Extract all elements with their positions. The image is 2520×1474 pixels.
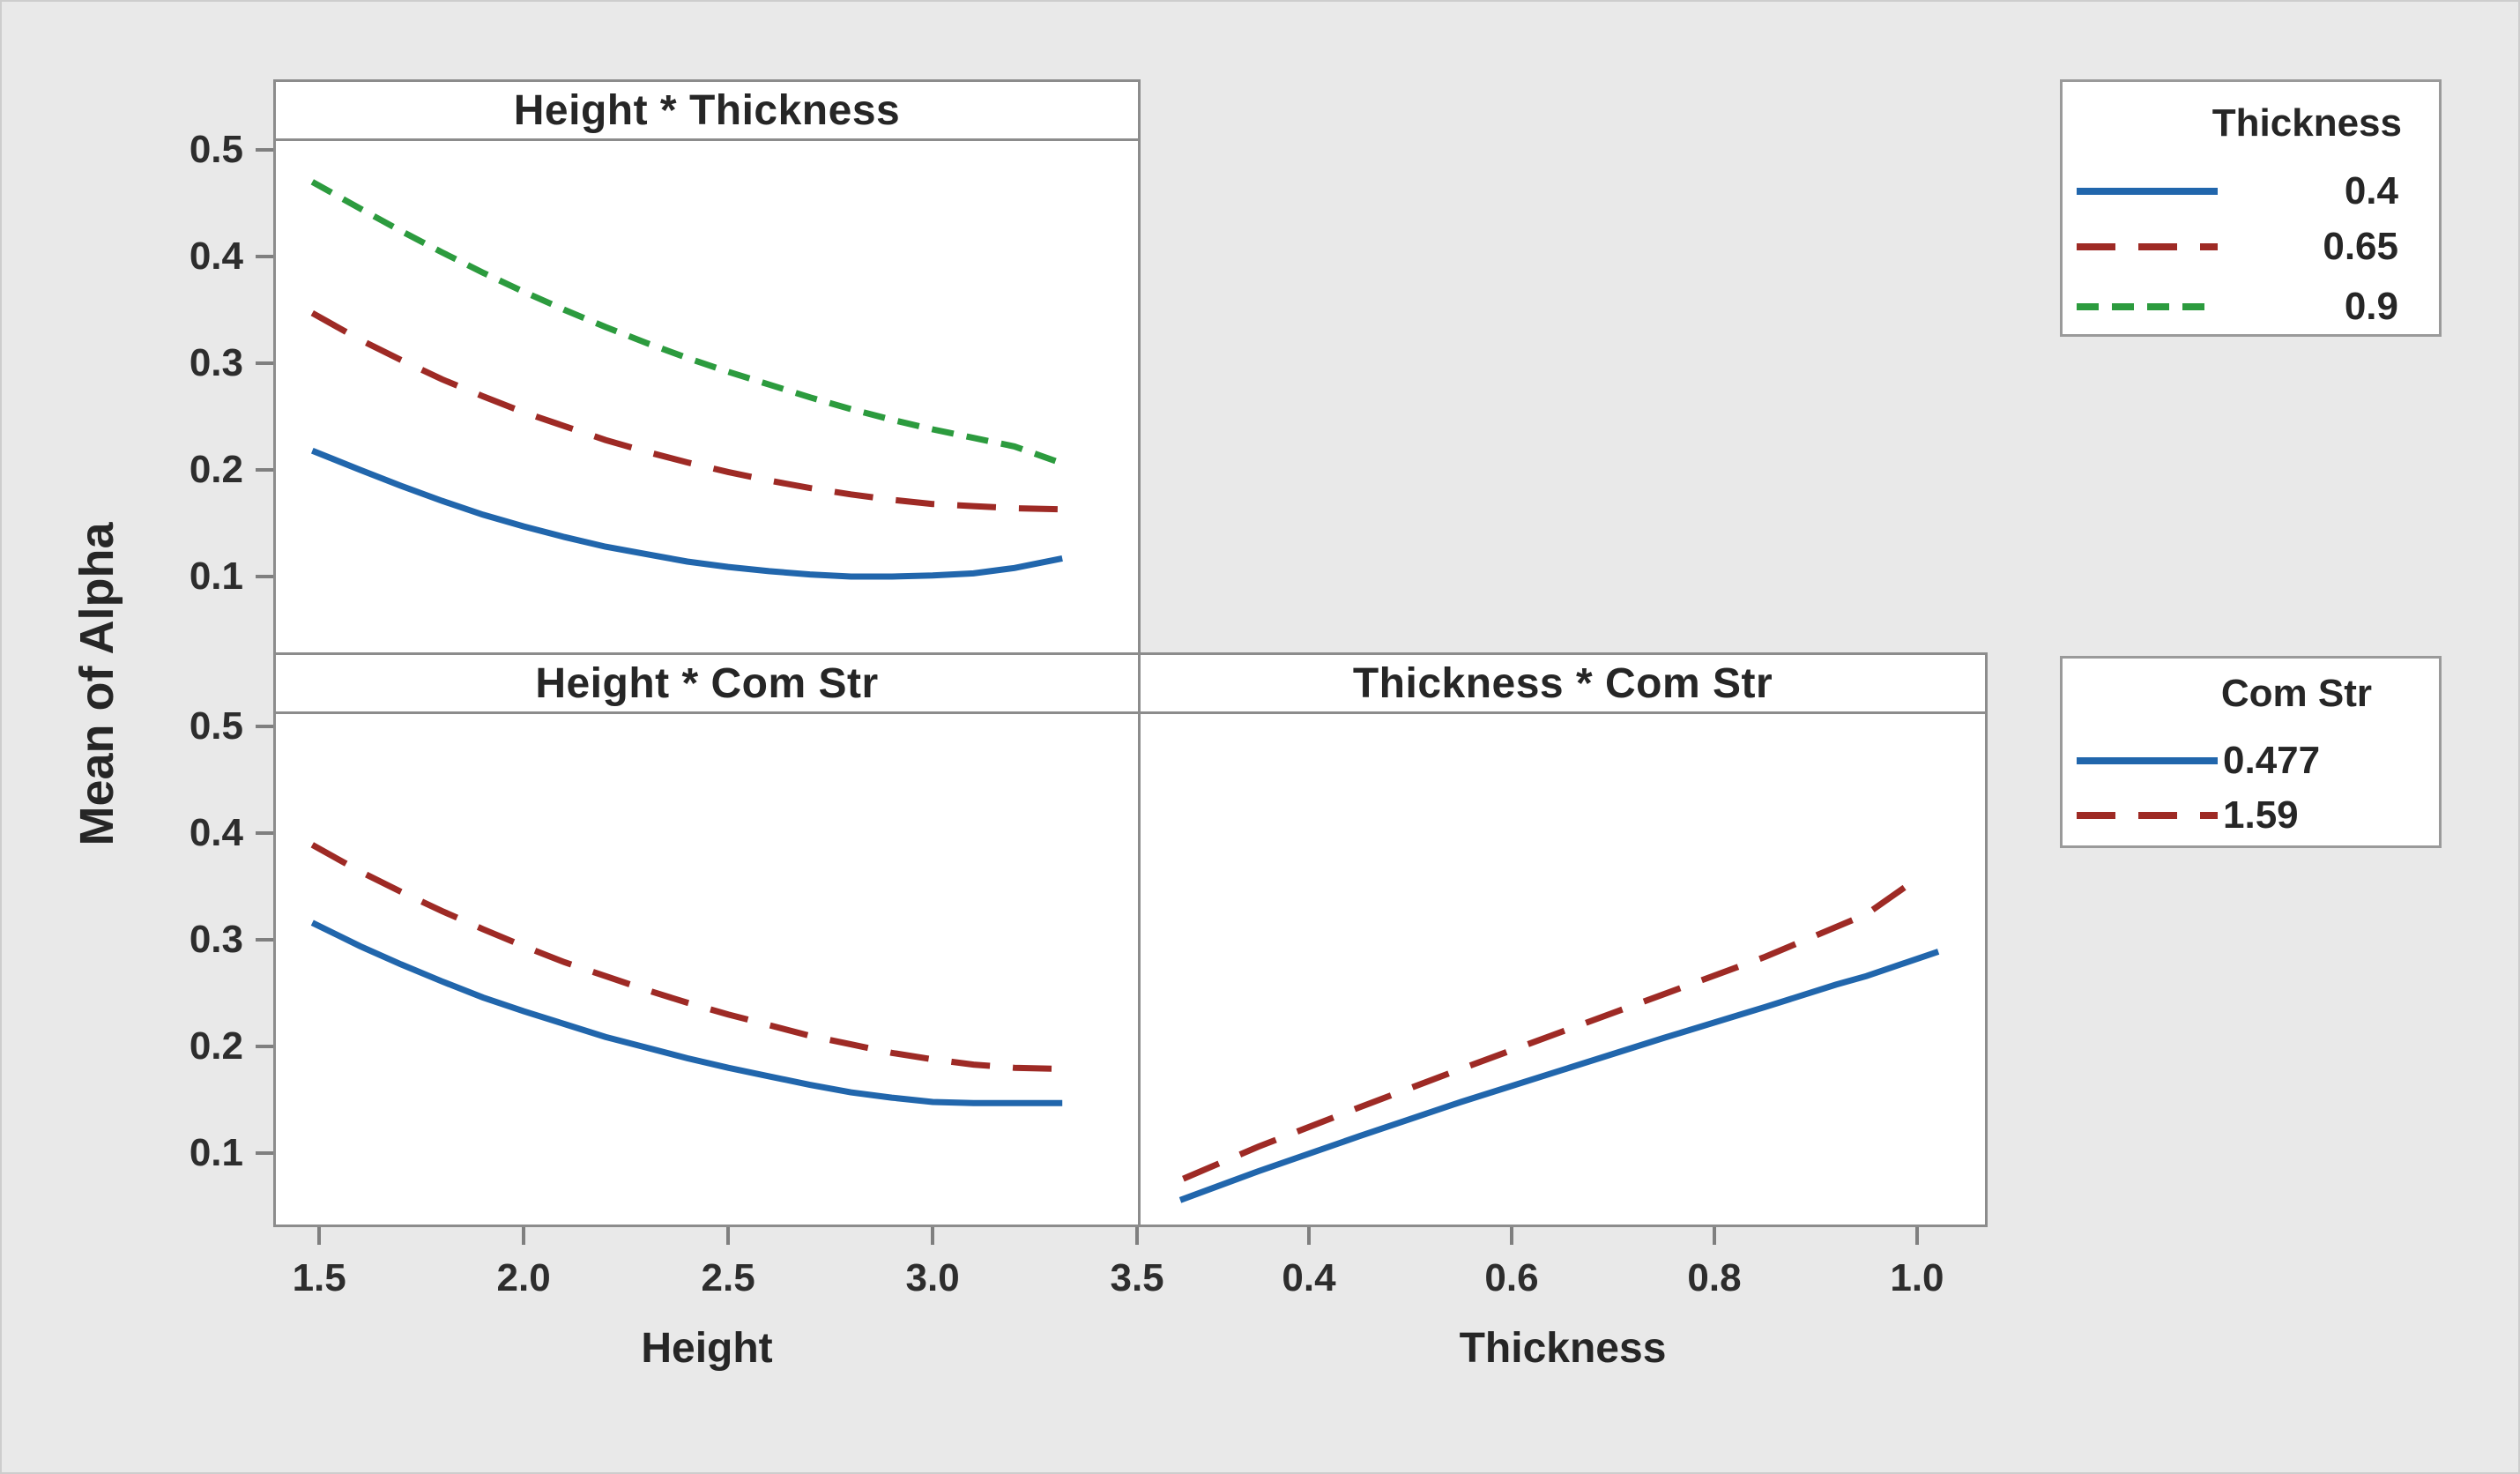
x-tick-label: 3.0 — [905, 1256, 960, 1299]
x-tick-mark — [1509, 1227, 1513, 1245]
x-tick-mark — [1135, 1227, 1140, 1245]
curve-com-str-1.59 — [310, 842, 1063, 1072]
y-tick-mark — [256, 725, 273, 729]
x-tick-label: 2.0 — [496, 1256, 551, 1299]
x-tick-label: 0.6 — [1484, 1256, 1539, 1299]
y-tick-mark — [256, 938, 273, 942]
panel-title-text: Height * Com Str — [535, 659, 879, 707]
legend-comstr: Com Str 0.477 1.59 — [2060, 656, 2442, 848]
y-tick-mark — [256, 574, 273, 578]
legend-line-sample — [2077, 812, 2218, 819]
y-tick-label: 0.3 — [189, 918, 243, 962]
legend-label: 0.4 — [2344, 169, 2398, 212]
y-tick-mark — [256, 255, 273, 259]
y-tick-label: 0.1 — [189, 1131, 243, 1175]
legend-line-sample — [2077, 188, 2218, 195]
curve-thickness-0.4 — [310, 447, 1063, 580]
x-tick-mark — [317, 1227, 322, 1245]
y-tick-label: 0.4 — [189, 234, 243, 279]
x-tick-mark — [726, 1227, 731, 1245]
legend-line-sample — [2077, 243, 2218, 250]
x-tick-mark — [1914, 1227, 1919, 1245]
curve-thickness-0.9 — [310, 179, 1064, 466]
panel-plot-thickness-comstr — [1138, 711, 1988, 1227]
plot-area — [310, 842, 1063, 1106]
legend-title: Com Str — [2220, 672, 2372, 715]
y-tick-mark — [256, 831, 273, 836]
legend-thickness: Thickness 0.4 0.65 0.9 — [2060, 79, 2442, 337]
x-tick-label: 2.5 — [701, 1256, 755, 1299]
panel-title-thickness-comstr: Thickness * Com Str — [1138, 652, 1988, 714]
y-tick-label: 0.1 — [189, 554, 243, 598]
legend-title: Thickness — [2212, 101, 2402, 145]
x-tick-mark — [1712, 1227, 1716, 1245]
panel-title-height-comstr: Height * Com Str — [273, 652, 1141, 714]
y-tick-mark — [256, 467, 273, 472]
y-tick-mark — [256, 361, 273, 365]
panel-plot-height-comstr — [273, 711, 1141, 1227]
curve-com-str-1.59 — [1182, 873, 1923, 1182]
y-axis-title: Mean of Alpha — [71, 522, 123, 846]
panel-plot-height-thickness — [273, 138, 1141, 655]
curve-com-str-0.477 — [1178, 949, 1940, 1203]
x-tick-label: 3.5 — [1110, 1256, 1164, 1299]
legend-line-sample — [2077, 303, 2218, 310]
y-tick-label: 0.5 — [189, 704, 243, 748]
plot-area — [310, 179, 1064, 580]
y-tick-label: 0.5 — [189, 128, 243, 172]
panel-title-text: Thickness * Com Str — [1352, 659, 1773, 707]
panel-title-height-thickness: Height * Thickness — [273, 79, 1141, 141]
curve-com-str-0.477 — [310, 919, 1063, 1106]
curve-thickness-0.65 — [310, 310, 1063, 513]
x-tick-label: 0.8 — [1687, 1256, 1742, 1299]
y-tick-mark — [256, 148, 273, 153]
legend-line-sample — [2077, 757, 2218, 764]
y-tick-label: 0.2 — [189, 1024, 243, 1068]
y-tick-mark — [256, 1151, 273, 1156]
x-tick-mark — [931, 1227, 935, 1245]
x-tick-label: 1.0 — [1890, 1256, 1944, 1299]
x-axis-title-thickness: Thickness — [1459, 1325, 1667, 1372]
legend-label: 0.9 — [2344, 285, 2398, 328]
plot-area — [1178, 873, 1940, 1203]
x-tick-mark — [522, 1227, 526, 1245]
legend-label: 0.65 — [2323, 225, 2398, 268]
legend-label: 1.59 — [2223, 793, 2299, 837]
x-tick-label: 1.5 — [292, 1256, 346, 1299]
legend-label: 0.477 — [2223, 739, 2321, 782]
y-tick-mark — [256, 1045, 273, 1049]
y-tick-label: 0.3 — [189, 341, 243, 384]
x-tick-mark — [1307, 1227, 1311, 1245]
panel-title-text: Height * Thickness — [513, 86, 901, 134]
x-axis-title-height: Height — [641, 1325, 773, 1372]
y-tick-label: 0.2 — [189, 447, 243, 491]
x-tick-label: 0.4 — [1282, 1256, 1336, 1299]
y-tick-label: 0.4 — [189, 811, 243, 855]
